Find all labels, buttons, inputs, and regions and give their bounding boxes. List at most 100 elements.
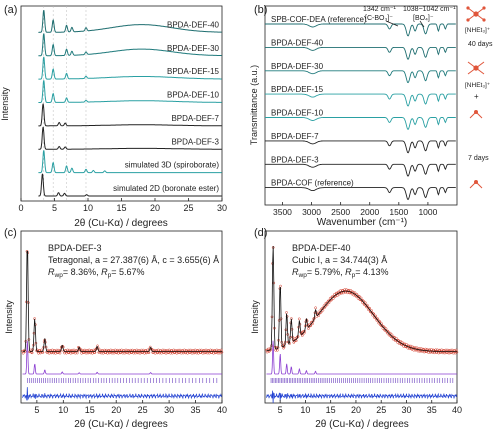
panel-b-trace — [265, 117, 456, 131]
panel-d-ticks: 5 10 15 20 25 30 35 40 — [278, 400, 462, 415]
panel-c-tag: (c) — [4, 227, 17, 239]
xtick-label: 5 — [278, 405, 283, 415]
panel-b-xtick-label: 3000 — [302, 207, 321, 217]
panel-c-frame — [20, 230, 223, 404]
side-40days: 40 days — [468, 41, 493, 48]
panel-a-trace — [38, 150, 222, 174]
simulated-pattern — [266, 340, 457, 375]
panel-b-ylabel: Transmittance (a.u.) — [249, 65, 259, 145]
xtick-label: 40 — [217, 405, 227, 415]
boronate-structure-icon — [469, 110, 483, 119]
spiroborate-structure-icon — [466, 6, 486, 22]
panel-a: (a) BPDA-DEF-40BPDA-DEF-30BPDA-DEF-15BPD… — [0, 4, 227, 229]
xtick-label: 20 — [111, 405, 121, 415]
observed-point — [154, 349, 158, 353]
panel-b: (b) SPB-COF-DEA (reference) BPDA-DEF-40 BP… — [249, 4, 493, 228]
panel-b-series-label: BPDA-DEF-7 — [271, 132, 319, 141]
panel-a-xtick-label: 15 — [116, 203, 126, 213]
panel-b-series-label: SPB-COF-DEA (reference) — [271, 15, 367, 24]
panel-b-series-labels: SPB-COF-DEA (reference) BPDA-DEF-40 BPDA-D… — [271, 15, 367, 188]
panel-b-xlabel: Wavenumber (cm⁻¹) — [317, 217, 407, 228]
simulated-pattern — [22, 340, 222, 375]
observed-point — [394, 336, 398, 340]
panel-a-series-label: BPDA-DEF-15 — [167, 67, 220, 76]
annot-arrow-1 — [385, 20, 399, 27]
panel-a-series-label: simulated 2D (boronate ester) — [113, 184, 219, 193]
panel-a-xtick-label: 5 — [52, 203, 57, 213]
observed-point — [220, 350, 224, 354]
annot-arrow-2 — [419, 20, 425, 28]
panel-d-frame — [264, 230, 458, 404]
panel-a-gridlines — [43, 6, 87, 201]
xtick-label: 20 — [351, 405, 361, 415]
panel-c-xlabel: 2θ (Cu-Kα) / degrees — [74, 419, 168, 430]
spiroborate-structure-icon-2 — [467, 61, 485, 75]
panel-b-series-label: BPDA-DEF-10 — [271, 109, 324, 118]
observed-point — [66, 350, 70, 354]
observed-point — [314, 306, 317, 310]
panel-b-trace — [265, 187, 456, 201]
panel-d-refinement — [265, 245, 459, 404]
observed-point — [276, 348, 279, 352]
panel-b-trace — [265, 70, 456, 84]
panel-b-ticks: 3500 3000 2500 2000 1500 1000 — [273, 202, 438, 217]
panel-a-ylabel: Intensity — [0, 87, 10, 121]
side-nhet3-1: [NHEt₃]⁺ — [465, 27, 491, 34]
panel-d-subtitle: Cubic I, a = 34.744(3) Å — [292, 255, 387, 265]
panel-a-trace — [38, 33, 222, 57]
panel-a-traces — [38, 9, 222, 197]
panel-a-series-label: BPDA-DEF-10 — [167, 91, 220, 100]
observed-point — [106, 349, 110, 353]
panel-b-tag: (b) — [254, 4, 267, 16]
xtick-label: 15 — [326, 405, 336, 415]
panel-a-trace — [38, 103, 222, 127]
panel-a-xtick-label: 10 — [83, 203, 93, 213]
xtick-label: 35 — [191, 405, 201, 415]
panel-a-xlabel: 2θ (Cu-Kα) / degrees — [74, 218, 168, 229]
observed-point — [377, 320, 381, 324]
difference-curve — [266, 390, 457, 404]
panel-b-trace — [265, 163, 456, 177]
panel-a-trace — [38, 9, 222, 33]
observed-point — [202, 349, 205, 353]
panel-a-series-label: BPDA-DEF-30 — [167, 44, 220, 53]
panel-c-refinement — [21, 249, 224, 401]
panel-a-trace — [38, 56, 222, 80]
panel-c-title: BPDA-DEF-3 — [48, 243, 102, 253]
annot-1038: 1038~1042 cm⁻¹ — [403, 6, 456, 13]
calculated-profile — [266, 245, 457, 352]
annot-bo4: [BO₄]⁻ — [413, 15, 434, 22]
annot-1342: 1342 cm⁻¹ — [363, 6, 397, 13]
panel-d-fit: Rwp= 5.79%, Rp= 4.13% — [292, 267, 389, 279]
xtick-label: 40 — [452, 405, 462, 415]
observed-point — [279, 284, 282, 288]
panel-a-xtick-label: 25 — [183, 203, 193, 213]
panel-d-tag: (d) — [254, 227, 267, 239]
panel-b-structure-legend: [NHEt₃]⁺ 40 days [NHEt₃]⁺ + 7 days — [465, 6, 493, 189]
panel-a-trace — [38, 126, 222, 150]
xtick-label: 30 — [164, 405, 174, 415]
observed-point — [399, 339, 402, 343]
panel-a-series-labels: BPDA-DEF-40 BPDA-DEF-30 BPDA-DEF-15 BPDA-DE… — [113, 20, 219, 193]
xtick-label: 10 — [300, 405, 310, 415]
panel-a-series-label: BPDA-DEF-40 — [167, 20, 220, 29]
panel-b-xtick-label: 2500 — [331, 207, 350, 217]
panel-b-trace — [265, 46, 456, 60]
panel-b-traces — [265, 23, 456, 201]
observed-point — [125, 350, 129, 354]
xtick-label: 35 — [427, 405, 437, 415]
panel-d-ylabel: Intensity — [250, 300, 260, 334]
xtick-label: 15 — [85, 405, 95, 415]
observed-point — [161, 348, 165, 352]
observed-point — [59, 349, 63, 352]
side-plus: + — [474, 92, 479, 101]
panel-d: (d) 5 10 15 20 25 30 35 40 BPDA-DEF-40 Cubic I,… — [250, 227, 462, 430]
panel-a-xtick-label: 20 — [150, 203, 160, 213]
panel-c-ticks: 5 10 15 20 25 30 35 40 — [34, 400, 227, 415]
panel-a-series-label: BPDA-DEF-7 — [171, 114, 219, 123]
panel-b-trace — [265, 93, 456, 107]
panel-b-series-label: BPDA-DEF-15 — [271, 85, 324, 94]
xtick-label: 5 — [34, 405, 39, 415]
observed-point — [455, 350, 459, 354]
